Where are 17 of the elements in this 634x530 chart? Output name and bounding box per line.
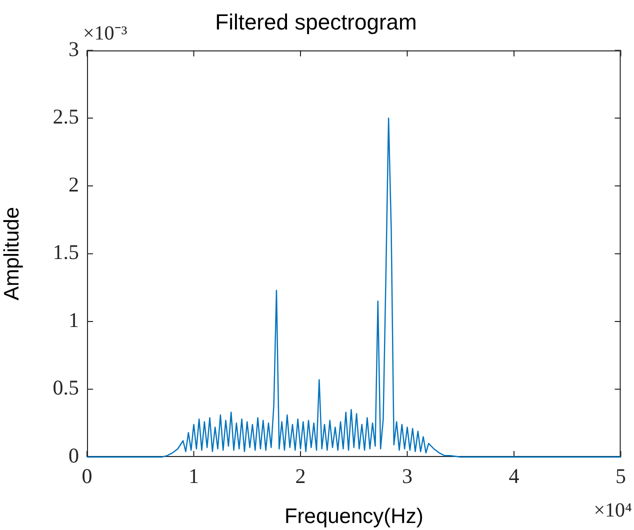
y-tick-label: 0.5: [52, 376, 79, 400]
y-tick-label: 1.5: [52, 240, 79, 264]
chart-title: Filtered spectrogram: [215, 9, 417, 34]
x-tick-label: 2: [295, 464, 306, 488]
x-axis-title: Frequency(Hz): [284, 505, 424, 528]
x-tick-label: 1: [188, 464, 199, 488]
x-tick-label: 5: [616, 464, 626, 488]
y-tick-label: 0: [68, 444, 79, 468]
text: ×10⁴: [594, 499, 632, 522]
y-tick-label: 1: [68, 308, 79, 332]
text: ×10⁻³: [83, 22, 128, 45]
x-tick-label: 3: [402, 464, 412, 488]
y-tick-label: 3: [68, 36, 79, 61]
y-tick-label: 2: [68, 172, 79, 196]
y-tick-label: 2.5: [52, 104, 79, 129]
y-axis-title: Amplitude: [0, 207, 24, 300]
x-tick-label: 4: [508, 464, 520, 488]
